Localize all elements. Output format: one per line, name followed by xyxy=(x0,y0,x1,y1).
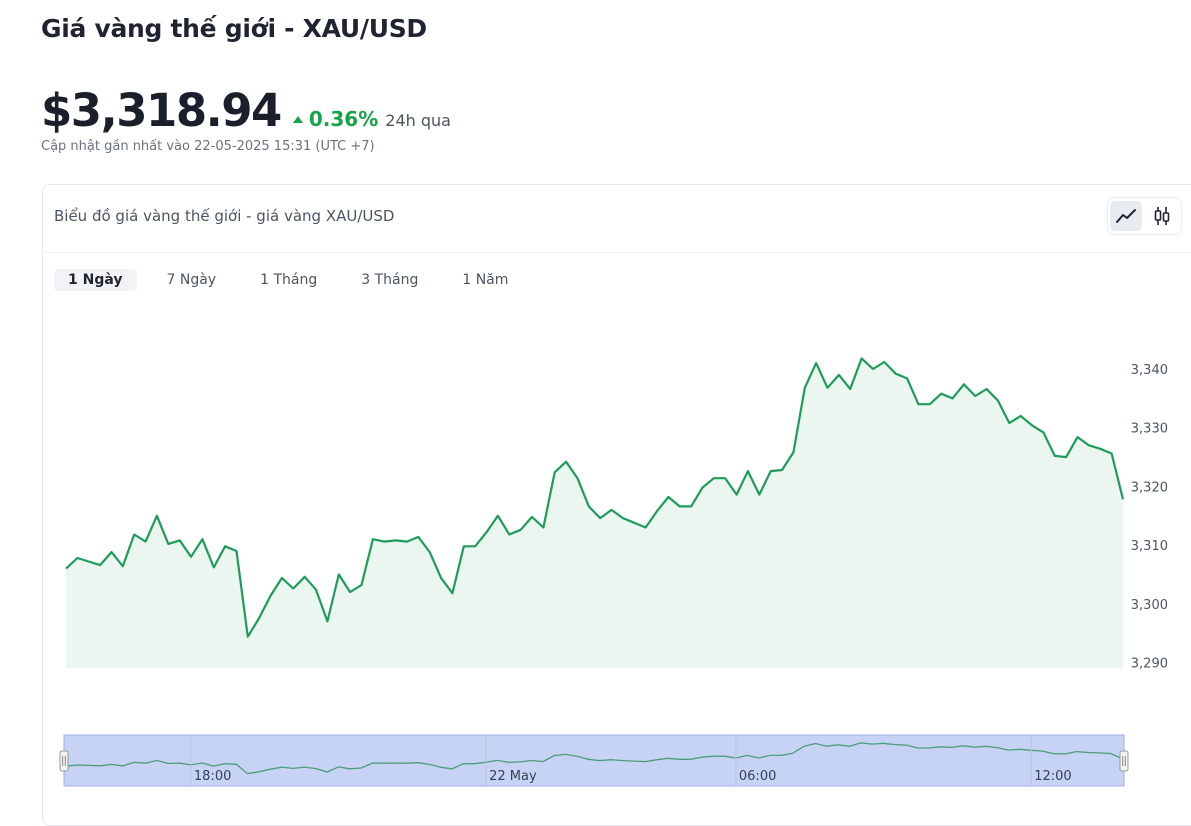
navigator-tick-label: 12:00 xyxy=(1034,769,1071,784)
price-line xyxy=(65,357,1125,638)
price-change: 0.36% 24h qua xyxy=(292,107,451,131)
candlestick-icon xyxy=(1154,207,1170,225)
line-chart-icon xyxy=(1116,209,1136,223)
change-period: 24h qua xyxy=(385,111,451,130)
y-tick-label: 3,320 xyxy=(1131,480,1168,495)
range-tabs: 1 Ngày 7 Ngày 1 Tháng 3 Tháng 1 Năm xyxy=(54,269,538,291)
navigator-tick-label: 18:00 xyxy=(194,769,231,784)
card-divider xyxy=(43,252,1191,253)
y-tick-label: 3,310 xyxy=(1131,539,1168,554)
chart-type-toggle xyxy=(1107,197,1182,235)
price-chart[interactable]: 3,340 3,330 3,320 3,310 3,300 3,290 18:00 22 M… xyxy=(0,0,1191,802)
candlestick-button[interactable] xyxy=(1146,201,1178,231)
line-chart-button[interactable] xyxy=(1110,201,1142,231)
tab-1-year[interactable]: 1 Năm xyxy=(462,272,509,288)
navigator-tick-label: 06:00 xyxy=(739,769,776,784)
y-tick-label: 3,340 xyxy=(1131,363,1168,378)
navigator-handle-left[interactable] xyxy=(59,750,69,772)
y-tick-label: 3,290 xyxy=(1131,657,1168,672)
y-tick-label: 3,300 xyxy=(1131,598,1168,613)
y-tick-label: 3,330 xyxy=(1131,422,1168,437)
last-updated: Cập nhật gần nhất vào 22-05-2025 15:31 (… xyxy=(41,139,375,154)
arrow-up-icon xyxy=(292,116,303,123)
page-title: Giá vàng thế giới - XAU/USD xyxy=(41,14,427,43)
chart-title: Biểu đồ giá vàng thế giới - giá vàng XAU… xyxy=(54,207,395,225)
navigator-line xyxy=(65,742,1123,775)
price-summary: $3,318.94 0.36% 24h qua xyxy=(41,84,451,137)
tab-7-days[interactable]: 7 Ngày xyxy=(166,272,217,288)
current-price: $3,318.94 xyxy=(41,84,282,137)
range-navigator[interactable]: 18:00 22 May 06:00 12:00 xyxy=(59,734,1129,787)
tab-1-day[interactable]: 1 Ngày xyxy=(54,269,137,291)
navigator-handle-right[interactable] xyxy=(1119,750,1129,772)
navigator-tick-label: 22 May xyxy=(489,769,537,784)
tab-1-month[interactable]: 1 Tháng xyxy=(260,272,318,288)
change-percent: 0.36% xyxy=(308,107,379,131)
tab-3-months[interactable]: 3 Tháng xyxy=(361,272,419,288)
